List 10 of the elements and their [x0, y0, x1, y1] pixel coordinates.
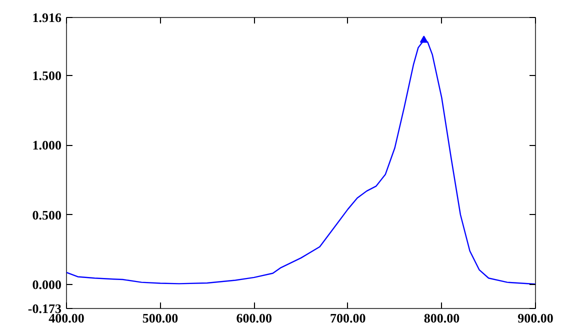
x-tick-label: 900.00	[518, 310, 554, 326]
y-tick-label: 0.500	[32, 207, 62, 222]
x-tick-label: 700.00	[330, 310, 366, 326]
y-tick-label: 1.916	[32, 10, 62, 25]
x-tick-label: 800.00	[424, 310, 460, 326]
y-tick-label: 1.500	[32, 68, 62, 83]
y-tick-label: 1.000	[32, 138, 62, 153]
y-tick-label: 0.000	[32, 276, 62, 292]
x-tick-label: 500.00	[142, 310, 178, 326]
x-tick-label: 600.00	[236, 310, 272, 326]
